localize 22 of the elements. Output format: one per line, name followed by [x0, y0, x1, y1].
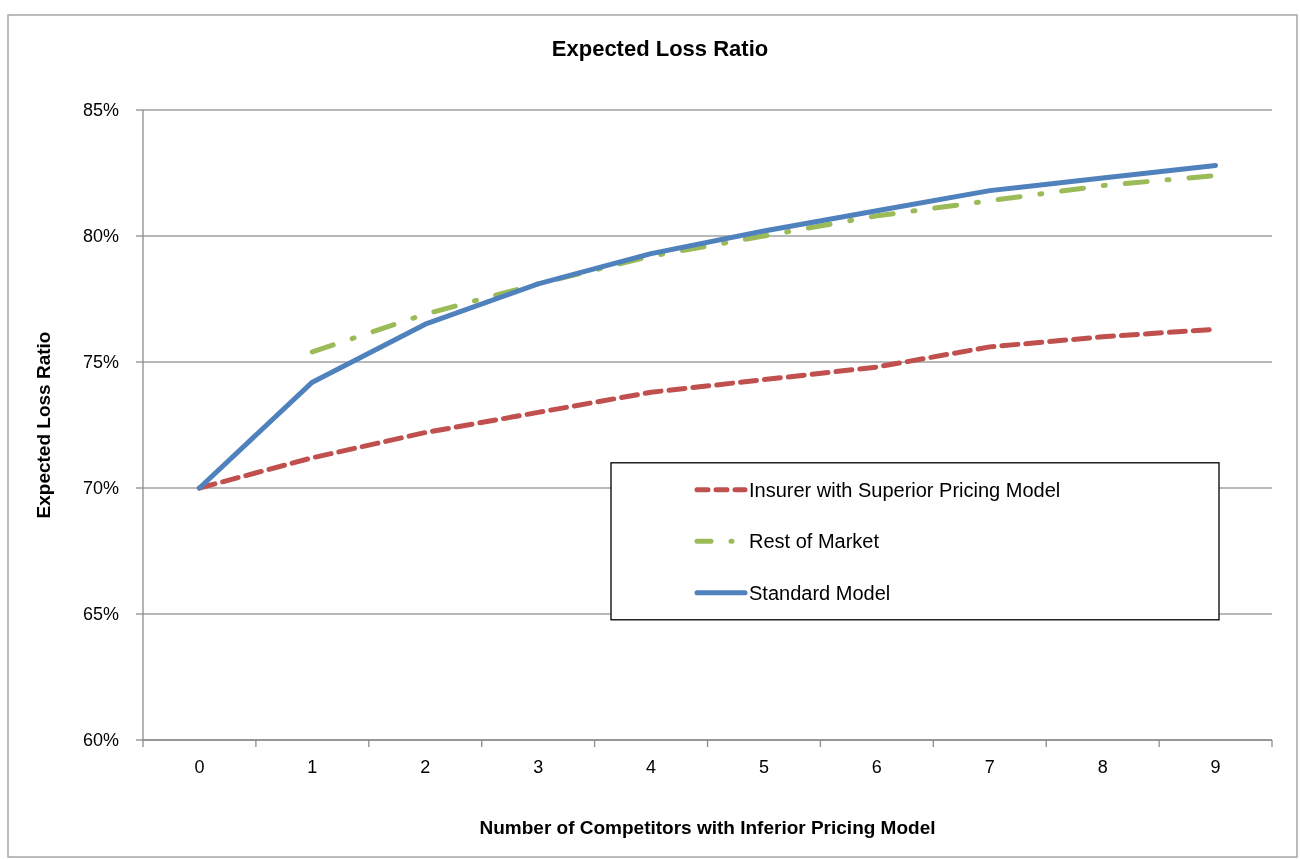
- x-tick-label: 3: [533, 757, 544, 778]
- y-tick-label: 75%: [82, 352, 119, 373]
- x-tick-label: 4: [646, 757, 657, 778]
- y-axis-title: Expected Loss Ratio: [33, 331, 54, 519]
- x-tick-label: 0: [194, 757, 205, 778]
- y-tick-label: 60%: [82, 730, 119, 751]
- x-tick-label: 2: [420, 757, 431, 778]
- x-tick-label: 7: [984, 757, 995, 778]
- legend-label: Rest of Market: [749, 530, 880, 553]
- legend-label: Standard Model: [749, 581, 891, 604]
- x-tick-label: 8: [1097, 757, 1108, 778]
- y-tick-label: 85%: [82, 100, 119, 121]
- x-axis-title: Number of Competitors with Inferior Pricing Model: [479, 817, 936, 838]
- chart-title: Expected Loss Ratio: [551, 36, 769, 61]
- y-tick-label: 65%: [82, 604, 119, 625]
- x-tick-label: 9: [1210, 757, 1221, 778]
- y-tick-label: 80%: [82, 226, 119, 247]
- x-tick-label: 1: [307, 757, 318, 778]
- x-tick-label: 6: [871, 757, 882, 778]
- y-tick-label: 70%: [82, 478, 119, 499]
- x-tick-label: 5: [758, 757, 769, 778]
- legend-label: Insurer with Superior Pricing Model: [749, 478, 1061, 501]
